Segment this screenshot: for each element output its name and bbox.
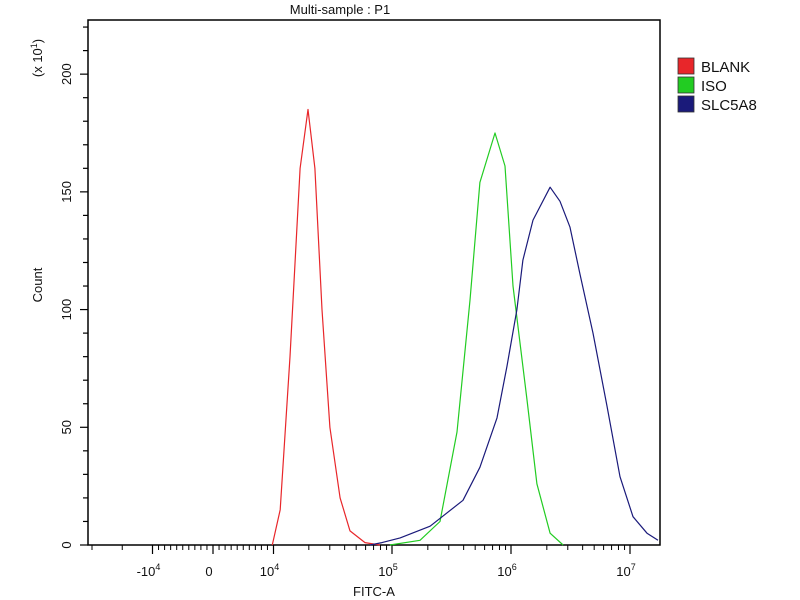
chart-title: Multi-sample : P1: [290, 2, 390, 17]
legend-label: ISO: [701, 78, 727, 95]
y-tick-label: 0: [59, 541, 74, 548]
y-scale-multiplier: (x 101): [29, 39, 45, 77]
y-tick-label: 100: [59, 299, 74, 321]
legend-label: SLC5A8: [701, 97, 757, 114]
legend-swatch-blank: [677, 57, 695, 75]
x-tick-label: 106: [497, 562, 516, 579]
legend: BLANK ISO SLC5A8: [677, 57, 757, 114]
series-line-iso: [389, 132, 564, 546]
series-line-slc5a8: [369, 186, 659, 546]
x-tick-label: -104: [137, 562, 161, 579]
x-tick-label: 104: [260, 562, 279, 579]
legend-label: BLANK: [701, 59, 750, 76]
plot-frame: [87, 19, 661, 546]
legend-swatch-iso: [677, 76, 695, 94]
series-group: [271, 108, 659, 546]
y-tick-label: 150: [59, 181, 74, 203]
y-axis-label: Count: [30, 267, 45, 302]
y-axis: 0 50 100 150 200: [59, 26, 88, 549]
series-line-blank: [271, 108, 381, 546]
x-tick-label: 105: [378, 562, 397, 579]
x-axis-label: FITC-A: [353, 584, 395, 599]
x-tick-label: 0: [205, 564, 212, 579]
y-tick-label: 200: [59, 63, 74, 85]
y-tick-label: 50: [59, 420, 74, 434]
x-axis: -104 0 104 105 106 107: [91, 545, 636, 579]
x-tick-label: 107: [616, 562, 635, 579]
legend-swatch-slc5a8: [677, 95, 695, 113]
